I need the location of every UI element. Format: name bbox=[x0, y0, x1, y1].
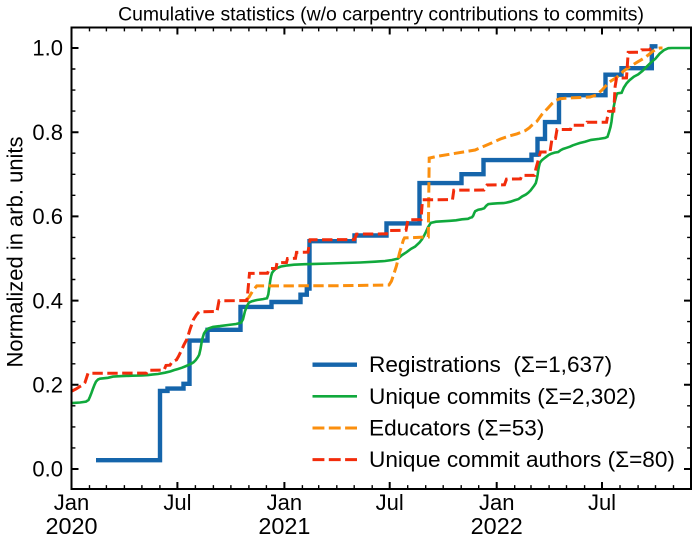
svg-text:Normalized in arb. units: Normalized in arb. units bbox=[3, 136, 28, 367]
svg-text:Unique commit authors (Σ=80): Unique commit authors (Σ=80) bbox=[369, 447, 675, 472]
svg-text:Cumulative statistics (w/o car: Cumulative statistics (w/o carpentry con… bbox=[118, 4, 644, 26]
svg-text:Jan: Jan bbox=[479, 490, 514, 515]
svg-text:0.6: 0.6 bbox=[32, 204, 63, 229]
svg-text:1.0: 1.0 bbox=[32, 36, 63, 61]
svg-text:Jan: Jan bbox=[54, 490, 89, 515]
svg-text:Jan: Jan bbox=[267, 490, 302, 515]
svg-text:0.0: 0.0 bbox=[32, 457, 63, 482]
svg-text:0.4: 0.4 bbox=[32, 288, 63, 313]
svg-text:Unique commits (Σ=2,302): Unique commits (Σ=2,302) bbox=[369, 384, 636, 409]
svg-text:2020: 2020 bbox=[45, 513, 97, 539]
svg-text:Registrations (Σ=1,637): Registrations (Σ=1,637) bbox=[369, 352, 612, 377]
svg-text:Jul: Jul bbox=[163, 490, 191, 515]
svg-text:Jul: Jul bbox=[376, 490, 404, 515]
svg-text:Jul: Jul bbox=[588, 490, 616, 515]
svg-text:0.2: 0.2 bbox=[32, 373, 63, 398]
svg-text:2022: 2022 bbox=[471, 513, 523, 539]
svg-text:2021: 2021 bbox=[258, 513, 310, 539]
svg-text:0.8: 0.8 bbox=[32, 120, 63, 145]
svg-text:Educators (Σ=53): Educators (Σ=53) bbox=[369, 416, 544, 441]
